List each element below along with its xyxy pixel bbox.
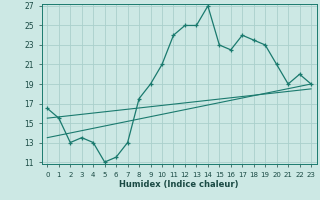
X-axis label: Humidex (Indice chaleur): Humidex (Indice chaleur) bbox=[119, 180, 239, 189]
